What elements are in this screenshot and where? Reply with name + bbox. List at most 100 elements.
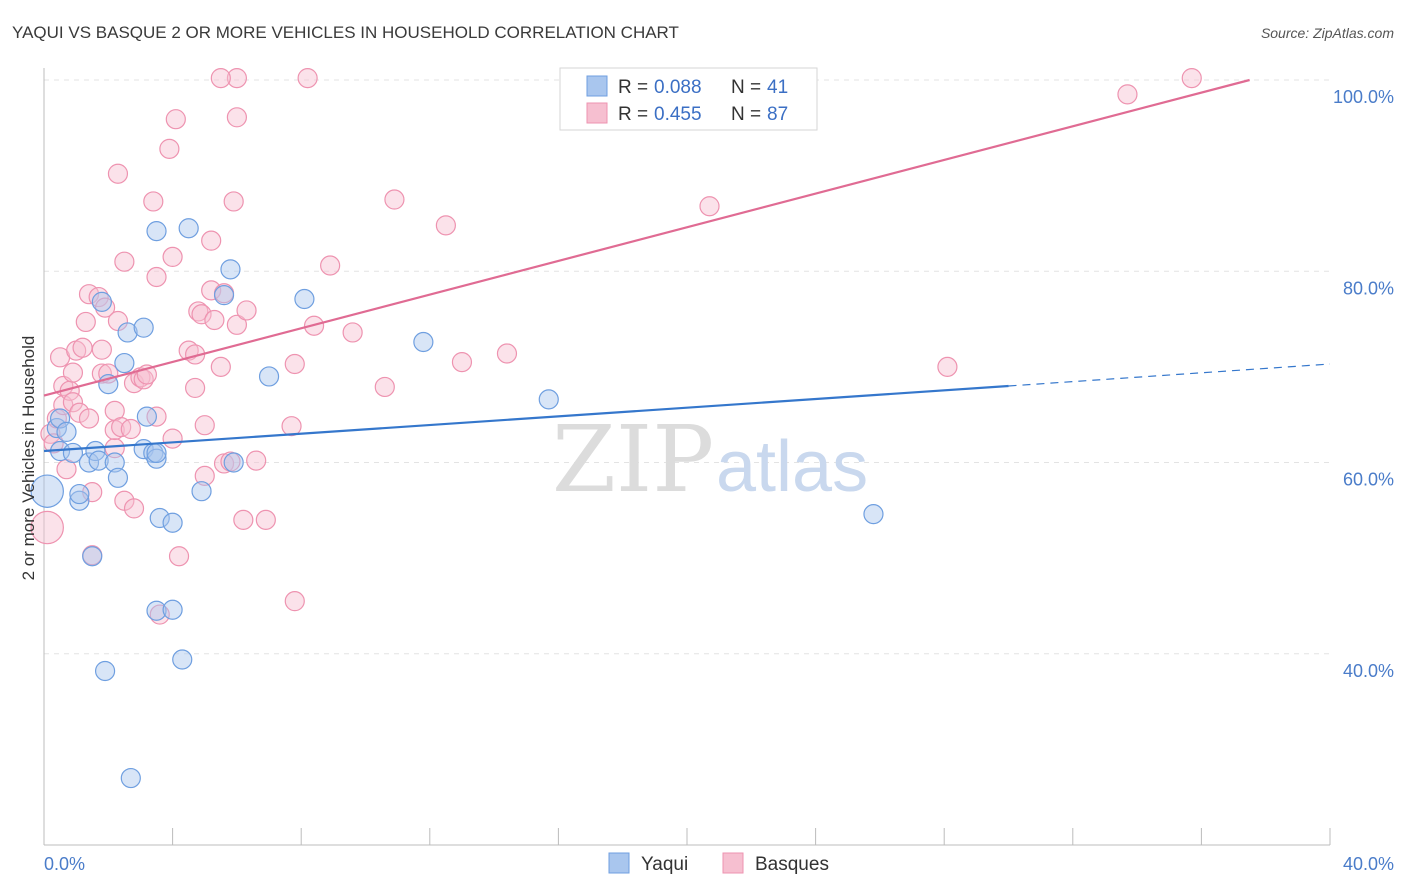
bottom-legend: Yaqui Basques [608, 852, 829, 875]
basques-point [201, 230, 222, 251]
yaqui-point [162, 599, 183, 620]
yaqui-point [107, 467, 129, 488]
basques-point [451, 351, 473, 373]
yaqui-point [49, 408, 71, 429]
legend-yaqui-r-label: R = [618, 77, 648, 98]
legend-swatch-yaqui [586, 75, 608, 97]
yaqui-point [120, 767, 141, 789]
y-axis-label: 2 or more Vehicles in Household [19, 336, 38, 581]
basques-point [146, 266, 167, 288]
basques-point [223, 191, 244, 212]
basques-point [94, 297, 116, 318]
basques-point [937, 356, 958, 377]
basques-point [281, 416, 302, 437]
watermark-atlas: atlas [716, 427, 868, 507]
basques-point [62, 392, 84, 413]
yaqui-point [213, 285, 235, 306]
yaqui-point [69, 483, 90, 505]
basques-point [204, 309, 225, 331]
basques-point [246, 450, 267, 471]
basques-point [75, 311, 96, 333]
basques-point [191, 304, 212, 325]
y-tick-label-100: 100.0% [1333, 87, 1394, 107]
yaqui-point [82, 546, 103, 567]
yaqui-point [146, 442, 167, 464]
basques-point [233, 509, 254, 530]
yaqui-point [178, 218, 199, 239]
yaqui-point [220, 259, 241, 280]
legend-basques-r-label: R = [618, 104, 648, 125]
basques-point [384, 189, 405, 210]
basques-point [62, 362, 84, 383]
basques-point [162, 246, 183, 268]
yaqui-point [223, 452, 244, 473]
yaqui-point [146, 448, 167, 469]
yaqui-point [56, 421, 77, 442]
basques-point [188, 301, 209, 322]
yaqui-point [94, 660, 116, 682]
basques-point [226, 107, 247, 128]
yaqui-trend-line [43, 384, 1009, 453]
basques-point [149, 604, 170, 625]
trend-lines [43, 78, 1331, 453]
basques-point [185, 377, 206, 399]
basques-point [165, 109, 186, 130]
basques-trend-line [43, 78, 1250, 397]
basques-point [194, 465, 215, 486]
basques-point [114, 251, 135, 272]
legend-basques-r-value: 0.455 [654, 104, 702, 125]
basques-point [496, 343, 518, 364]
basques-point [168, 546, 190, 567]
legend-basques-n-label: N = [731, 104, 761, 125]
yaqui-point [172, 649, 193, 670]
yaqui-point [91, 291, 112, 312]
basques-point [226, 67, 247, 89]
yaqui-point [114, 352, 135, 374]
yaqui-points [30, 218, 884, 789]
chart-source: Source: ZipAtlas.com [1261, 25, 1394, 41]
legend-swatch-basques [586, 102, 608, 124]
basques-point [1117, 84, 1138, 105]
basques-point [320, 255, 341, 276]
basques-point [30, 510, 64, 545]
basques-point [236, 300, 257, 321]
yaqui-point [136, 406, 157, 427]
yaqui-point [104, 452, 125, 473]
yaqui-point [146, 600, 167, 621]
basques-point [159, 138, 180, 159]
basques-point [210, 67, 231, 89]
basques-point [699, 196, 720, 217]
yaqui-trend-extension [1008, 363, 1331, 387]
basques-point [342, 322, 363, 343]
basques-point [297, 67, 318, 89]
bottom-legend-yaqui: Yaqui [641, 854, 688, 875]
yaqui-point [538, 389, 559, 410]
legend-yaqui-n-label: N = [731, 77, 761, 98]
bottom-legend-basques: Basques [755, 854, 829, 875]
yaqui-point [863, 504, 884, 525]
x-axis-ticks [172, 828, 1331, 845]
basques-point [104, 438, 125, 459]
y-tick-label-80: 80.0% [1343, 278, 1394, 298]
yaqui-point [191, 481, 212, 502]
basques-point [255, 509, 276, 530]
basques-point [374, 376, 395, 398]
yaqui-point [149, 507, 170, 529]
basques-point [107, 163, 129, 184]
basques-point [91, 339, 112, 360]
gridlines [44, 79, 1330, 655]
yaqui-point [117, 322, 138, 343]
yaqui-point [162, 512, 183, 533]
y-tick-label-60: 60.0% [1343, 470, 1394, 490]
yaqui-point [69, 490, 90, 511]
yaqui-point [30, 474, 64, 508]
basques-point [123, 498, 145, 519]
basques-point [435, 215, 456, 236]
basques-point [210, 356, 231, 377]
basques-point [194, 415, 215, 436]
yaqui-point [294, 288, 315, 310]
x-tick-label-min: 0.0% [44, 854, 85, 874]
bottom-legend-swatch-basques [722, 852, 744, 874]
watermark-zip: ZIP [552, 406, 714, 513]
legend-yaqui-r-value: 0.088 [654, 77, 702, 98]
